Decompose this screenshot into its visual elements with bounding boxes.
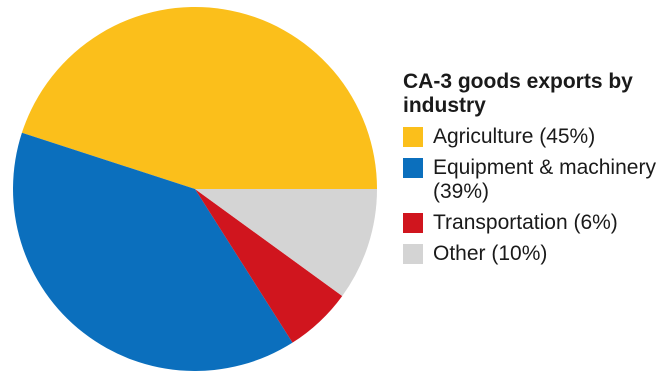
pie-slice-other [195,189,377,296]
legend-swatch-transportation [403,213,423,233]
legend-label-agriculture: Agriculture (45%) [433,125,596,148]
legend-item-transportation: Transportation (6%) [403,211,665,235]
legend-label-equipment-machinery: Equipment & machinery (39%) [433,156,656,203]
legend-label-other: Other (10%) [433,242,548,265]
legend-item-other: Other (10%) [403,242,665,266]
legend-swatch-other [403,244,423,264]
legend-item-agriculture: Agriculture (45%) [403,125,665,149]
legend: CA-3 goods exports by industry Agricultu… [403,70,665,273]
pie-slice-transportation [195,189,343,343]
legend-item-equipment-machinery: Equipment & machinery (39%) [403,156,665,204]
chart-title: CA-3 goods exports by industry [403,70,633,117]
pie-slice-equipment-machinery [13,132,293,371]
legend-swatch-agriculture [403,127,423,147]
pie-slice-agriculture [21,7,377,190]
legend-label-transportation: Transportation (6%) [433,211,618,234]
legend-swatch-equipment-machinery [403,158,423,178]
